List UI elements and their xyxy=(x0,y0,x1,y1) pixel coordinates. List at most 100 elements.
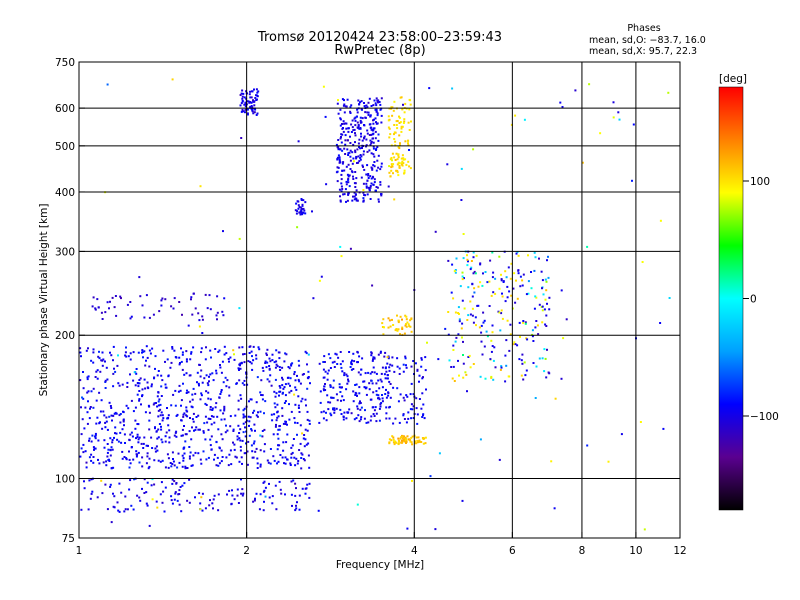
y-tick-label: 750 xyxy=(55,57,75,69)
data-point xyxy=(264,486,267,489)
data-point xyxy=(462,362,465,365)
data-point xyxy=(330,414,333,417)
data-point xyxy=(129,433,132,436)
data-point xyxy=(182,413,185,416)
data-point xyxy=(177,390,180,393)
data-point xyxy=(362,191,365,194)
data-point xyxy=(277,428,280,431)
data-point xyxy=(542,293,545,296)
data-point xyxy=(130,446,133,449)
data-point xyxy=(521,362,524,365)
data-point xyxy=(281,366,284,369)
data-point xyxy=(279,369,282,371)
data-point xyxy=(211,372,214,375)
data-point xyxy=(285,353,288,356)
data-point xyxy=(271,495,274,498)
data-point xyxy=(118,510,121,513)
data-point xyxy=(341,162,344,165)
data-point xyxy=(389,158,392,161)
data-point xyxy=(465,373,468,376)
data-point xyxy=(467,314,470,317)
data-point xyxy=(84,406,87,409)
data-point xyxy=(236,438,239,441)
data-point xyxy=(457,333,460,336)
data-point xyxy=(271,419,274,422)
data-point xyxy=(338,159,341,162)
data-point xyxy=(543,308,546,311)
data-point xyxy=(175,482,178,485)
data-point xyxy=(211,502,214,505)
data-point xyxy=(343,122,346,125)
data-point xyxy=(261,435,264,438)
data-point xyxy=(157,391,160,394)
data-point xyxy=(251,355,253,358)
data-point xyxy=(349,247,352,250)
data-point xyxy=(423,417,426,420)
data-point xyxy=(298,411,301,413)
data-point xyxy=(370,140,373,143)
data-point xyxy=(217,509,220,512)
data-point xyxy=(181,353,184,356)
data-point xyxy=(519,285,522,288)
data-point xyxy=(295,457,298,460)
data-point xyxy=(293,371,296,373)
data-point xyxy=(159,414,162,417)
data-point xyxy=(251,90,254,93)
data-point xyxy=(390,169,393,172)
data-point xyxy=(367,186,370,189)
data-point xyxy=(132,458,135,461)
data-point xyxy=(327,353,330,356)
data-point xyxy=(370,133,373,136)
data-point xyxy=(458,318,461,321)
data-point xyxy=(346,173,349,176)
data-point xyxy=(241,382,244,385)
data-point xyxy=(434,230,437,233)
data-point xyxy=(401,326,404,329)
data-point xyxy=(266,348,269,351)
data-point xyxy=(277,437,280,440)
data-point xyxy=(164,298,167,301)
data-point xyxy=(244,421,247,424)
data-point xyxy=(356,148,359,151)
data-point xyxy=(112,345,115,348)
data-point xyxy=(632,123,635,126)
data-point xyxy=(355,156,358,159)
data-point xyxy=(239,445,242,448)
data-point xyxy=(138,436,141,439)
data-point xyxy=(429,475,432,478)
data-point xyxy=(297,140,300,143)
data-point xyxy=(185,358,188,361)
data-point xyxy=(365,145,367,148)
data-point xyxy=(553,507,556,510)
data-point xyxy=(547,276,550,279)
data-point xyxy=(424,369,427,372)
data-point xyxy=(252,442,255,445)
data-point xyxy=(198,492,201,495)
data-point xyxy=(371,371,374,374)
data-point xyxy=(157,436,160,439)
data-point xyxy=(79,351,82,354)
data-point xyxy=(484,377,487,380)
data-point xyxy=(382,333,385,336)
data-point xyxy=(336,158,339,160)
data-point xyxy=(197,382,200,385)
data-point xyxy=(333,407,336,410)
data-point xyxy=(160,385,163,388)
data-point xyxy=(110,467,113,470)
data-point xyxy=(340,182,343,185)
data-point xyxy=(256,457,259,460)
point-cluster xyxy=(80,477,311,513)
data-point xyxy=(226,429,229,432)
data-point xyxy=(360,416,363,419)
data-point xyxy=(167,414,170,417)
data-point xyxy=(203,377,206,380)
data-point xyxy=(297,204,300,207)
data-point xyxy=(414,442,417,445)
data-point xyxy=(283,360,286,363)
data-point xyxy=(378,407,381,410)
data-point xyxy=(392,436,395,439)
colorbar-gradient xyxy=(718,86,744,511)
data-point xyxy=(469,268,472,271)
data-point xyxy=(353,128,356,131)
data-point xyxy=(340,136,342,138)
